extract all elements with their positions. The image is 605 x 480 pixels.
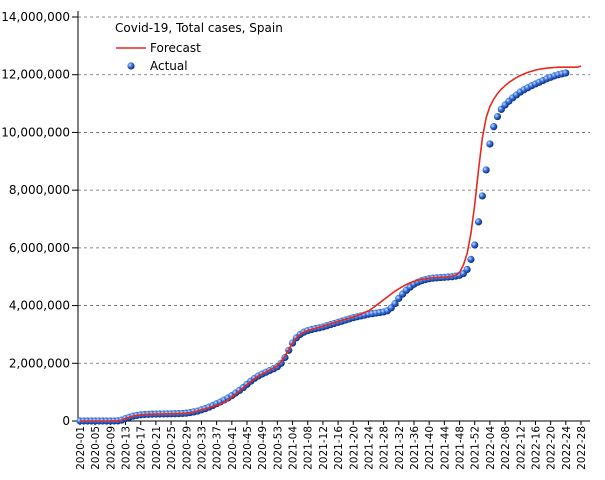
x-tick-label: 2020-49 [257, 426, 269, 470]
x-tick-label: 2021-24 [363, 426, 375, 470]
x-tick-label: 2020-13 [121, 426, 133, 470]
data-point [391, 299, 399, 308]
y-tick-label: 0 [62, 414, 70, 428]
x-tick-label: 2021-16 [333, 426, 345, 470]
x-tick-label: 2021-12 [318, 426, 330, 470]
data-point [471, 241, 479, 249]
x-tick-label: 2020-09 [105, 426, 117, 470]
x-tick-label: 2021-44 [439, 426, 451, 470]
chart-title: Covid-19, Total cases, Spain [115, 21, 283, 35]
legend-swatch [127, 62, 135, 70]
x-tick-label: 2021-48 [455, 426, 467, 470]
y-tick-label: 4,000,000 [9, 299, 70, 313]
x-tick-label: 2022-16 [530, 426, 542, 470]
x-tick-label: 2020-29 [181, 426, 193, 470]
x-tick-label: 2022-24 [561, 426, 573, 470]
x-tick-label: 2021-36 [409, 426, 421, 470]
data-point [478, 192, 486, 200]
x-tick-label: 2020-33 [196, 426, 208, 470]
x-tick-label: 2022-08 [500, 426, 512, 470]
y-tick-label: 8,000,000 [9, 183, 70, 197]
x-tick-label: 2020-25 [166, 426, 178, 470]
x-tick-label: 2020-41 [227, 426, 239, 470]
forecast-line [80, 65, 582, 422]
data-point [467, 255, 475, 263]
x-tick-label: 2021-04 [288, 426, 300, 470]
y-tick-label: 2,000,000 [9, 356, 70, 370]
data-point [482, 166, 490, 174]
x-tick-label: 2020-37 [212, 426, 224, 470]
x-tick-label: 2021-28 [379, 426, 391, 470]
y-tick-label: 14,000,000 [1, 10, 70, 24]
x-tick-label: 2022-28 [576, 426, 588, 470]
data-point [490, 123, 498, 131]
x-tick-label: 2022-20 [546, 426, 558, 470]
x-tick-label: 2020-21 [151, 426, 163, 470]
x-tick-label: 2021-32 [394, 426, 406, 470]
x-tick-label: 2020-53 [272, 426, 284, 470]
x-tick-label: 2021-08 [303, 426, 315, 470]
data-point [493, 112, 502, 121]
x-tick-label: 2020-17 [136, 426, 148, 470]
legend-label: Actual [150, 59, 188, 73]
x-tick-label: 2022-12 [515, 426, 527, 470]
x-tick-label: 2022-04 [485, 426, 497, 470]
y-tick-label: 12,000,000 [1, 68, 70, 82]
data-point [474, 218, 483, 226]
data-point [277, 359, 285, 367]
x-tick-label: 2021-52 [470, 426, 482, 470]
data-point [463, 265, 471, 274]
x-tick-label: 2021-40 [424, 426, 436, 470]
legend-label: Forecast [150, 41, 201, 55]
y-tick-label: 6,000,000 [9, 241, 70, 255]
x-tick-label: 2020-05 [90, 426, 102, 470]
data-point [486, 140, 494, 148]
y-tick-label: 10,000,000 [1, 125, 70, 139]
x-tick-label: 2020-01 [75, 426, 87, 470]
x-tick-label: 2020-45 [242, 426, 254, 470]
data-point [562, 69, 570, 77]
x-tick-label: 2021-20 [348, 426, 360, 470]
